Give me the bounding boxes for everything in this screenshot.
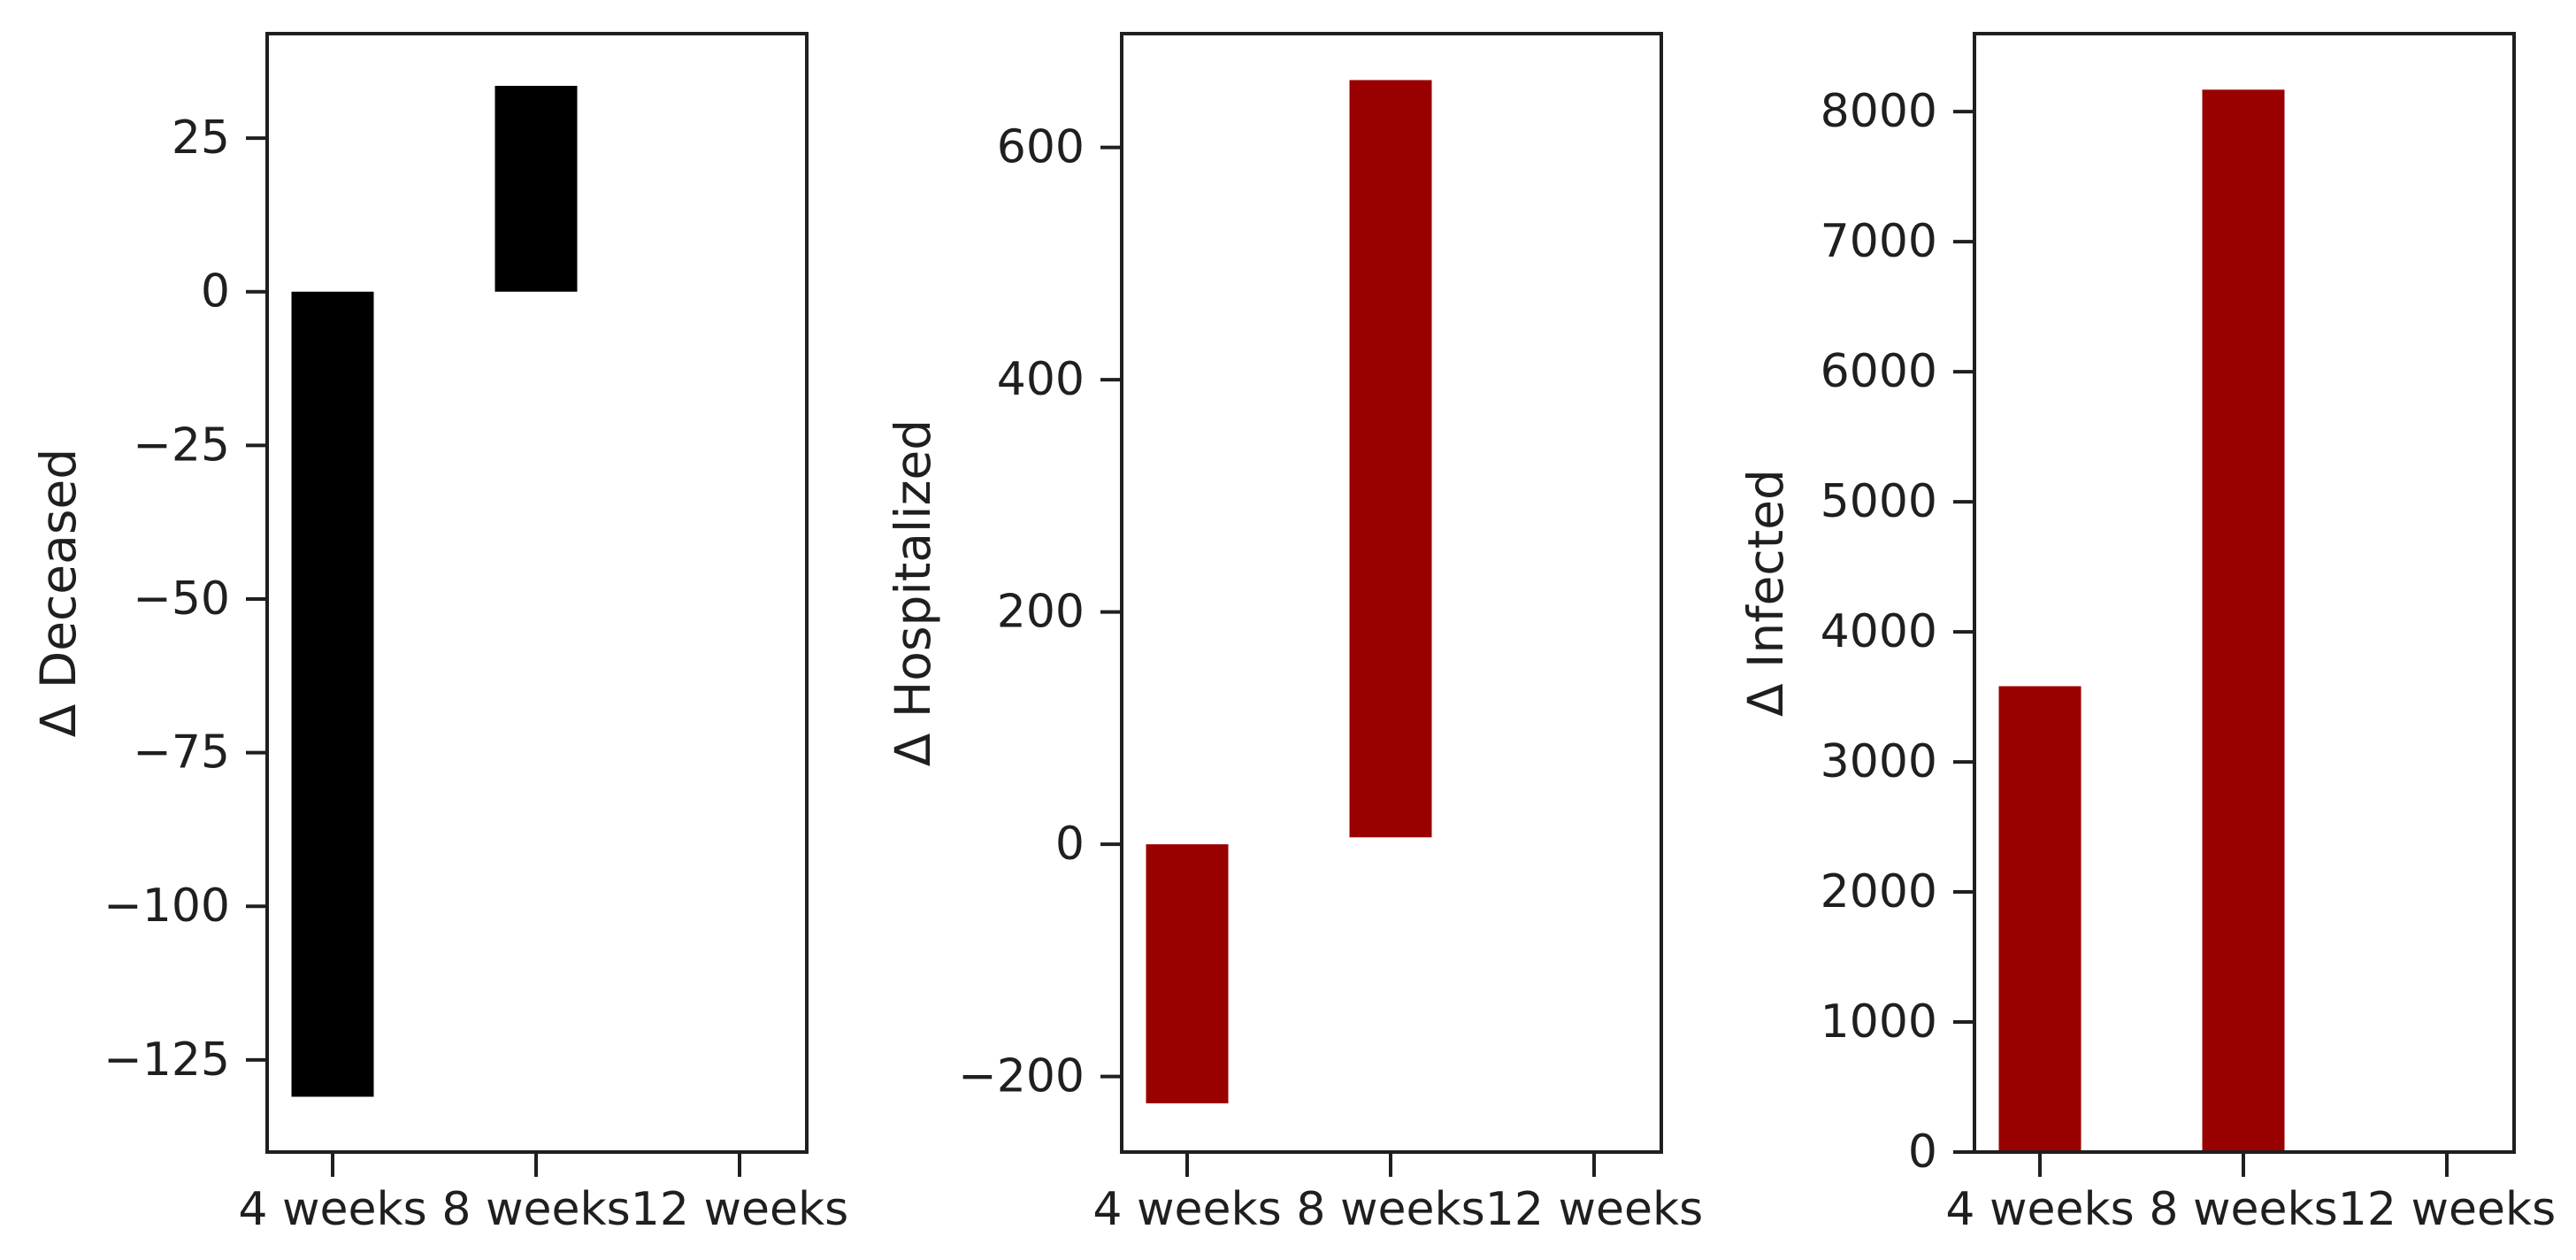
bar-4-weeks: [1146, 844, 1229, 1103]
x-tick-label: 4 weeks: [1945, 1183, 2134, 1236]
y-tick-label: 25: [172, 111, 230, 165]
x-tick-label: 12 weeks: [1485, 1183, 1703, 1236]
y-tick-label: −25: [133, 419, 230, 472]
y-tick-label: −125: [104, 1033, 230, 1087]
y-tick-label: 8000: [1821, 85, 1937, 138]
y-tick-label: 1000: [1821, 995, 1937, 1049]
bar-4-weeks: [291, 291, 374, 1097]
y-tick-label: 400: [997, 353, 1085, 406]
y-tick-label: 0: [201, 265, 230, 319]
x-tick-label: 12 weeks: [2338, 1183, 2556, 1236]
bar-8-weeks: [2202, 89, 2285, 1153]
y-axis-label: Δ Infected: [1737, 469, 1794, 717]
y-tick-label: 6000: [1821, 345, 1937, 398]
y-tick-label: 0: [1908, 1126, 1937, 1179]
y-axis-label: Δ Deceased: [30, 449, 87, 737]
x-tick-label: 12 weeks: [631, 1183, 848, 1236]
y-tick-label: −200: [958, 1050, 1085, 1103]
y-tick-label: 5000: [1821, 475, 1937, 528]
x-tick-label: 8 weeks: [441, 1183, 630, 1236]
y-tick-label: 600: [997, 121, 1085, 174]
bar-8-weeks: [494, 86, 578, 292]
x-tick-label: 8 weeks: [2149, 1183, 2337, 1236]
x-tick-label: 8 weeks: [1296, 1183, 1484, 1236]
y-tick-label: −100: [104, 880, 230, 933]
x-tick-label: 4 weeks: [1092, 1183, 1281, 1236]
y-tick-label: 4000: [1821, 605, 1937, 658]
y-tick-label: 7000: [1821, 215, 1937, 268]
y-tick-label: 2000: [1821, 865, 1937, 918]
bar-4-weeks: [1998, 686, 2082, 1152]
x-tick-label: 4 weeks: [238, 1183, 426, 1236]
y-tick-label: −50: [133, 572, 230, 626]
y-tick-label: 200: [997, 586, 1085, 639]
y-axis-label: Δ Hospitalized: [885, 419, 941, 766]
subplot-2: 600 400 200 0 −200 4 weeks 8 weeks 12 weeks Δ Ho…: [885, 32, 1703, 1236]
subplot-1: 25 0 −25 −50 −75 −100 −125 4 weeks 8 weeks 12 wee…: [30, 32, 848, 1236]
subplot-3: 0 1000 2000 3000 4000 5000 6000 7000 8000 4 weeks…: [1737, 32, 2556, 1236]
y-tick-label: 0: [1055, 818, 1085, 871]
bar-8-weeks: [1349, 80, 1432, 838]
y-tick-label: 3000: [1821, 735, 1937, 788]
y-tick-label: −75: [133, 726, 230, 780]
